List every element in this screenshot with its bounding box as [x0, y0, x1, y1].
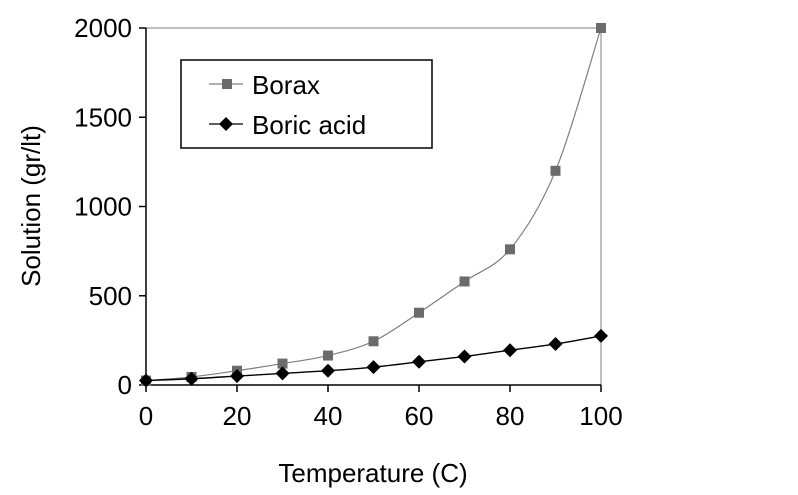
- legend-marker-boric-acid: [219, 117, 233, 131]
- data-point-borax: [414, 307, 424, 318]
- data-point-boric-acid: [503, 343, 517, 358]
- data-point-boric-acid: [594, 328, 608, 343]
- series-boric-acid: [139, 328, 608, 388]
- y-tick-label: 1500: [74, 102, 132, 132]
- data-point-boric-acid: [548, 336, 563, 351]
- x-tick-label: 100: [579, 401, 622, 431]
- data-point-boric-acid: [275, 366, 290, 381]
- x-axis-title: Temperature (C): [278, 458, 467, 488]
- data-point-boric-acid: [184, 371, 199, 386]
- y-axis-title: Solution (gr/lt): [16, 125, 46, 287]
- x-tick-label: 80: [496, 401, 525, 431]
- x-tick-label: 60: [405, 401, 434, 431]
- x-tick-label: 20: [223, 401, 252, 431]
- axes: 0 500 1000 1500 2000 0 20 40 60 80 100: [74, 13, 623, 431]
- y-tick-label: 1000: [74, 192, 132, 222]
- legend-label-borax: Borax: [252, 70, 320, 100]
- data-point-boric-acid: [457, 349, 472, 364]
- data-point-boric-acid: [321, 363, 335, 378]
- data-point-borax: [323, 350, 333, 361]
- x-tick-label: 40: [314, 401, 343, 431]
- series-line-borax: [145, 27, 602, 382]
- legend: Borax Boric acid: [180, 59, 433, 149]
- data-point-borax: [550, 165, 561, 176]
- data-point-borax: [459, 276, 470, 287]
- y-tick-label: 2000: [74, 13, 132, 43]
- data-point-boric-acid: [412, 354, 426, 369]
- data-point-boric-acid: [139, 373, 153, 388]
- legend-marker-borax: [222, 79, 232, 89]
- data-point-borax: [505, 244, 515, 255]
- data-point-borax: [596, 23, 606, 33]
- data-point-boric-acid: [366, 360, 381, 375]
- data-point-borax: [368, 336, 379, 347]
- y-tick-label: 0: [118, 370, 132, 400]
- legend-box: [180, 59, 433, 149]
- legend-label-boric-acid: Boric acid: [252, 110, 366, 140]
- data-point-borax: [277, 358, 288, 369]
- series-layer: [139, 23, 608, 388]
- x-tick-label: 0: [139, 401, 153, 431]
- data-point-boric-acid: [230, 369, 244, 384]
- y-tick-label: 500: [89, 281, 132, 311]
